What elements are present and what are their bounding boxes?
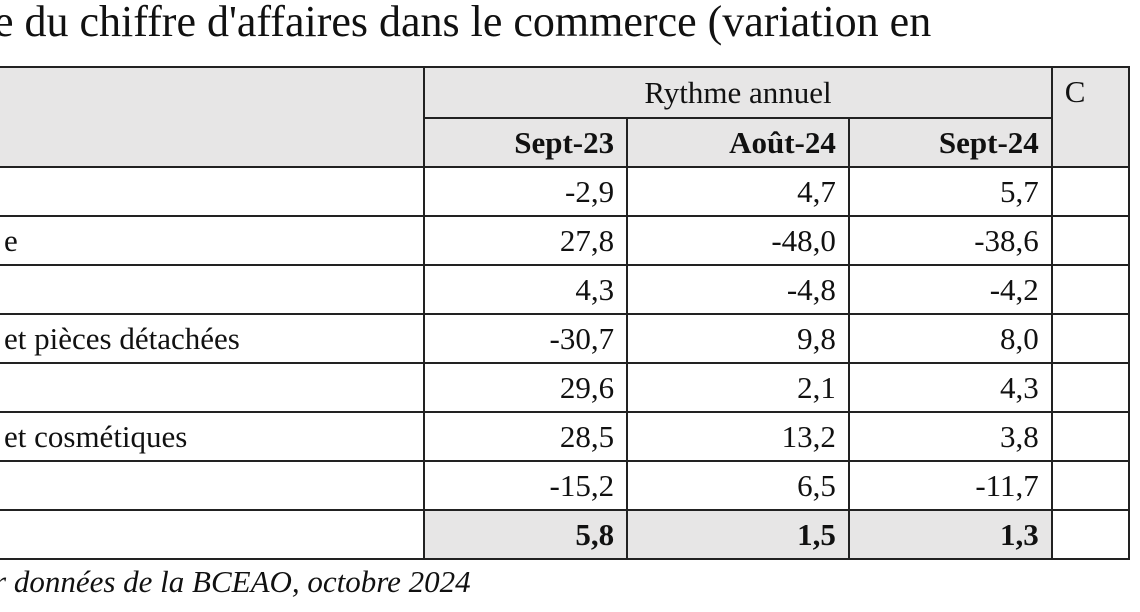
row-label: et cosmétiques	[0, 411, 426, 462]
header-label-cell	[0, 66, 426, 168]
total-value: 1,3	[847, 509, 1053, 560]
cell-value: 3,8	[847, 411, 1053, 462]
cell-clipped	[1050, 313, 1131, 364]
row-label: e	[0, 215, 426, 266]
table-row: -2,9 4,7 5,7	[0, 166, 1131, 217]
cell-value: 5,7	[847, 166, 1053, 217]
row-label	[0, 166, 426, 217]
cell-value: 9,8	[626, 313, 850, 364]
cell-value: -48,0	[626, 215, 850, 266]
cell-value: -15,2	[423, 460, 629, 511]
header-row-columns: Sept-23 Août-24 Sept-24	[0, 117, 1129, 168]
cell-value: 4,3	[423, 264, 629, 315]
cell-value: 13,2	[626, 411, 850, 462]
cell-clipped	[1050, 215, 1131, 266]
cell-value: 2,1	[626, 362, 850, 413]
row-label	[0, 460, 426, 511]
turnover-table: Rythme annuel C Sept-23 Août-24 Sept-24 …	[0, 66, 1131, 560]
cell-value: 29,6	[423, 362, 629, 413]
cell-value: -2,9	[423, 166, 629, 217]
cell-value: -38,6	[847, 215, 1053, 266]
header-row-group: Rythme annuel C	[0, 66, 1131, 168]
column-header-sept-23: Sept-23	[423, 117, 629, 168]
cell-clipped	[1050, 411, 1131, 462]
source-note: r données de la BCEAO, octobre 2024	[0, 564, 471, 599]
cell-clipped	[1050, 166, 1131, 217]
cell-value: 8,0	[847, 313, 1053, 364]
column-header-sept-24: Sept-24	[847, 117, 1053, 168]
cell-clipped	[1050, 362, 1131, 413]
cell-value: 6,5	[626, 460, 850, 511]
cell-clipped	[1050, 509, 1131, 560]
row-label: et pièces détachées	[0, 313, 426, 364]
table-row: 29,6 2,1 4,3	[0, 362, 1131, 413]
cell-clipped	[1050, 264, 1131, 315]
cell-value: -4,8	[626, 264, 850, 315]
total-label	[0, 509, 426, 560]
cell-value: 28,5	[423, 411, 629, 462]
cell-value: 4,7	[626, 166, 850, 217]
cell-value: 27,8	[423, 215, 629, 266]
group-header-rythme-annuel: Rythme annuel	[423, 66, 1053, 119]
group-header-next: C	[1050, 66, 1131, 168]
cell-value: 4,3	[847, 362, 1053, 413]
column-header-aout-24: Août-24	[626, 117, 850, 168]
cell-value: -11,7	[847, 460, 1053, 511]
table-row: -15,2 6,5 -11,7	[0, 460, 1131, 511]
table-row: et cosmétiques 28,5 13,2 3,8	[0, 411, 1131, 462]
row-label	[0, 362, 426, 413]
table-row: e 27,8 -48,0 -38,6	[0, 215, 1131, 266]
cell-clipped	[1050, 460, 1131, 511]
total-value: 5,8	[423, 509, 629, 560]
table-row: 4,3 -4,8 -4,2	[0, 264, 1131, 315]
total-row: 5,8 1,5 1,3	[0, 509, 1131, 560]
table-title: e du chiffre d'affaires dans le commerce…	[0, 0, 932, 46]
total-value: 1,5	[626, 509, 850, 560]
row-label	[0, 264, 426, 315]
table-row: et pièces détachées -30,7 9,8 8,0	[0, 313, 1131, 364]
cell-value: -4,2	[847, 264, 1053, 315]
cell-value: -30,7	[423, 313, 629, 364]
